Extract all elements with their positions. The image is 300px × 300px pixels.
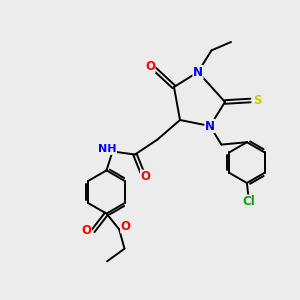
Text: O: O (81, 224, 92, 237)
Text: N: N (193, 65, 203, 79)
Text: S: S (253, 94, 261, 107)
Text: Cl: Cl (242, 195, 255, 208)
Text: O: O (140, 170, 151, 183)
Text: O: O (121, 220, 131, 233)
Text: O: O (145, 59, 155, 73)
Text: N: N (205, 119, 215, 133)
Text: NH: NH (98, 144, 116, 154)
